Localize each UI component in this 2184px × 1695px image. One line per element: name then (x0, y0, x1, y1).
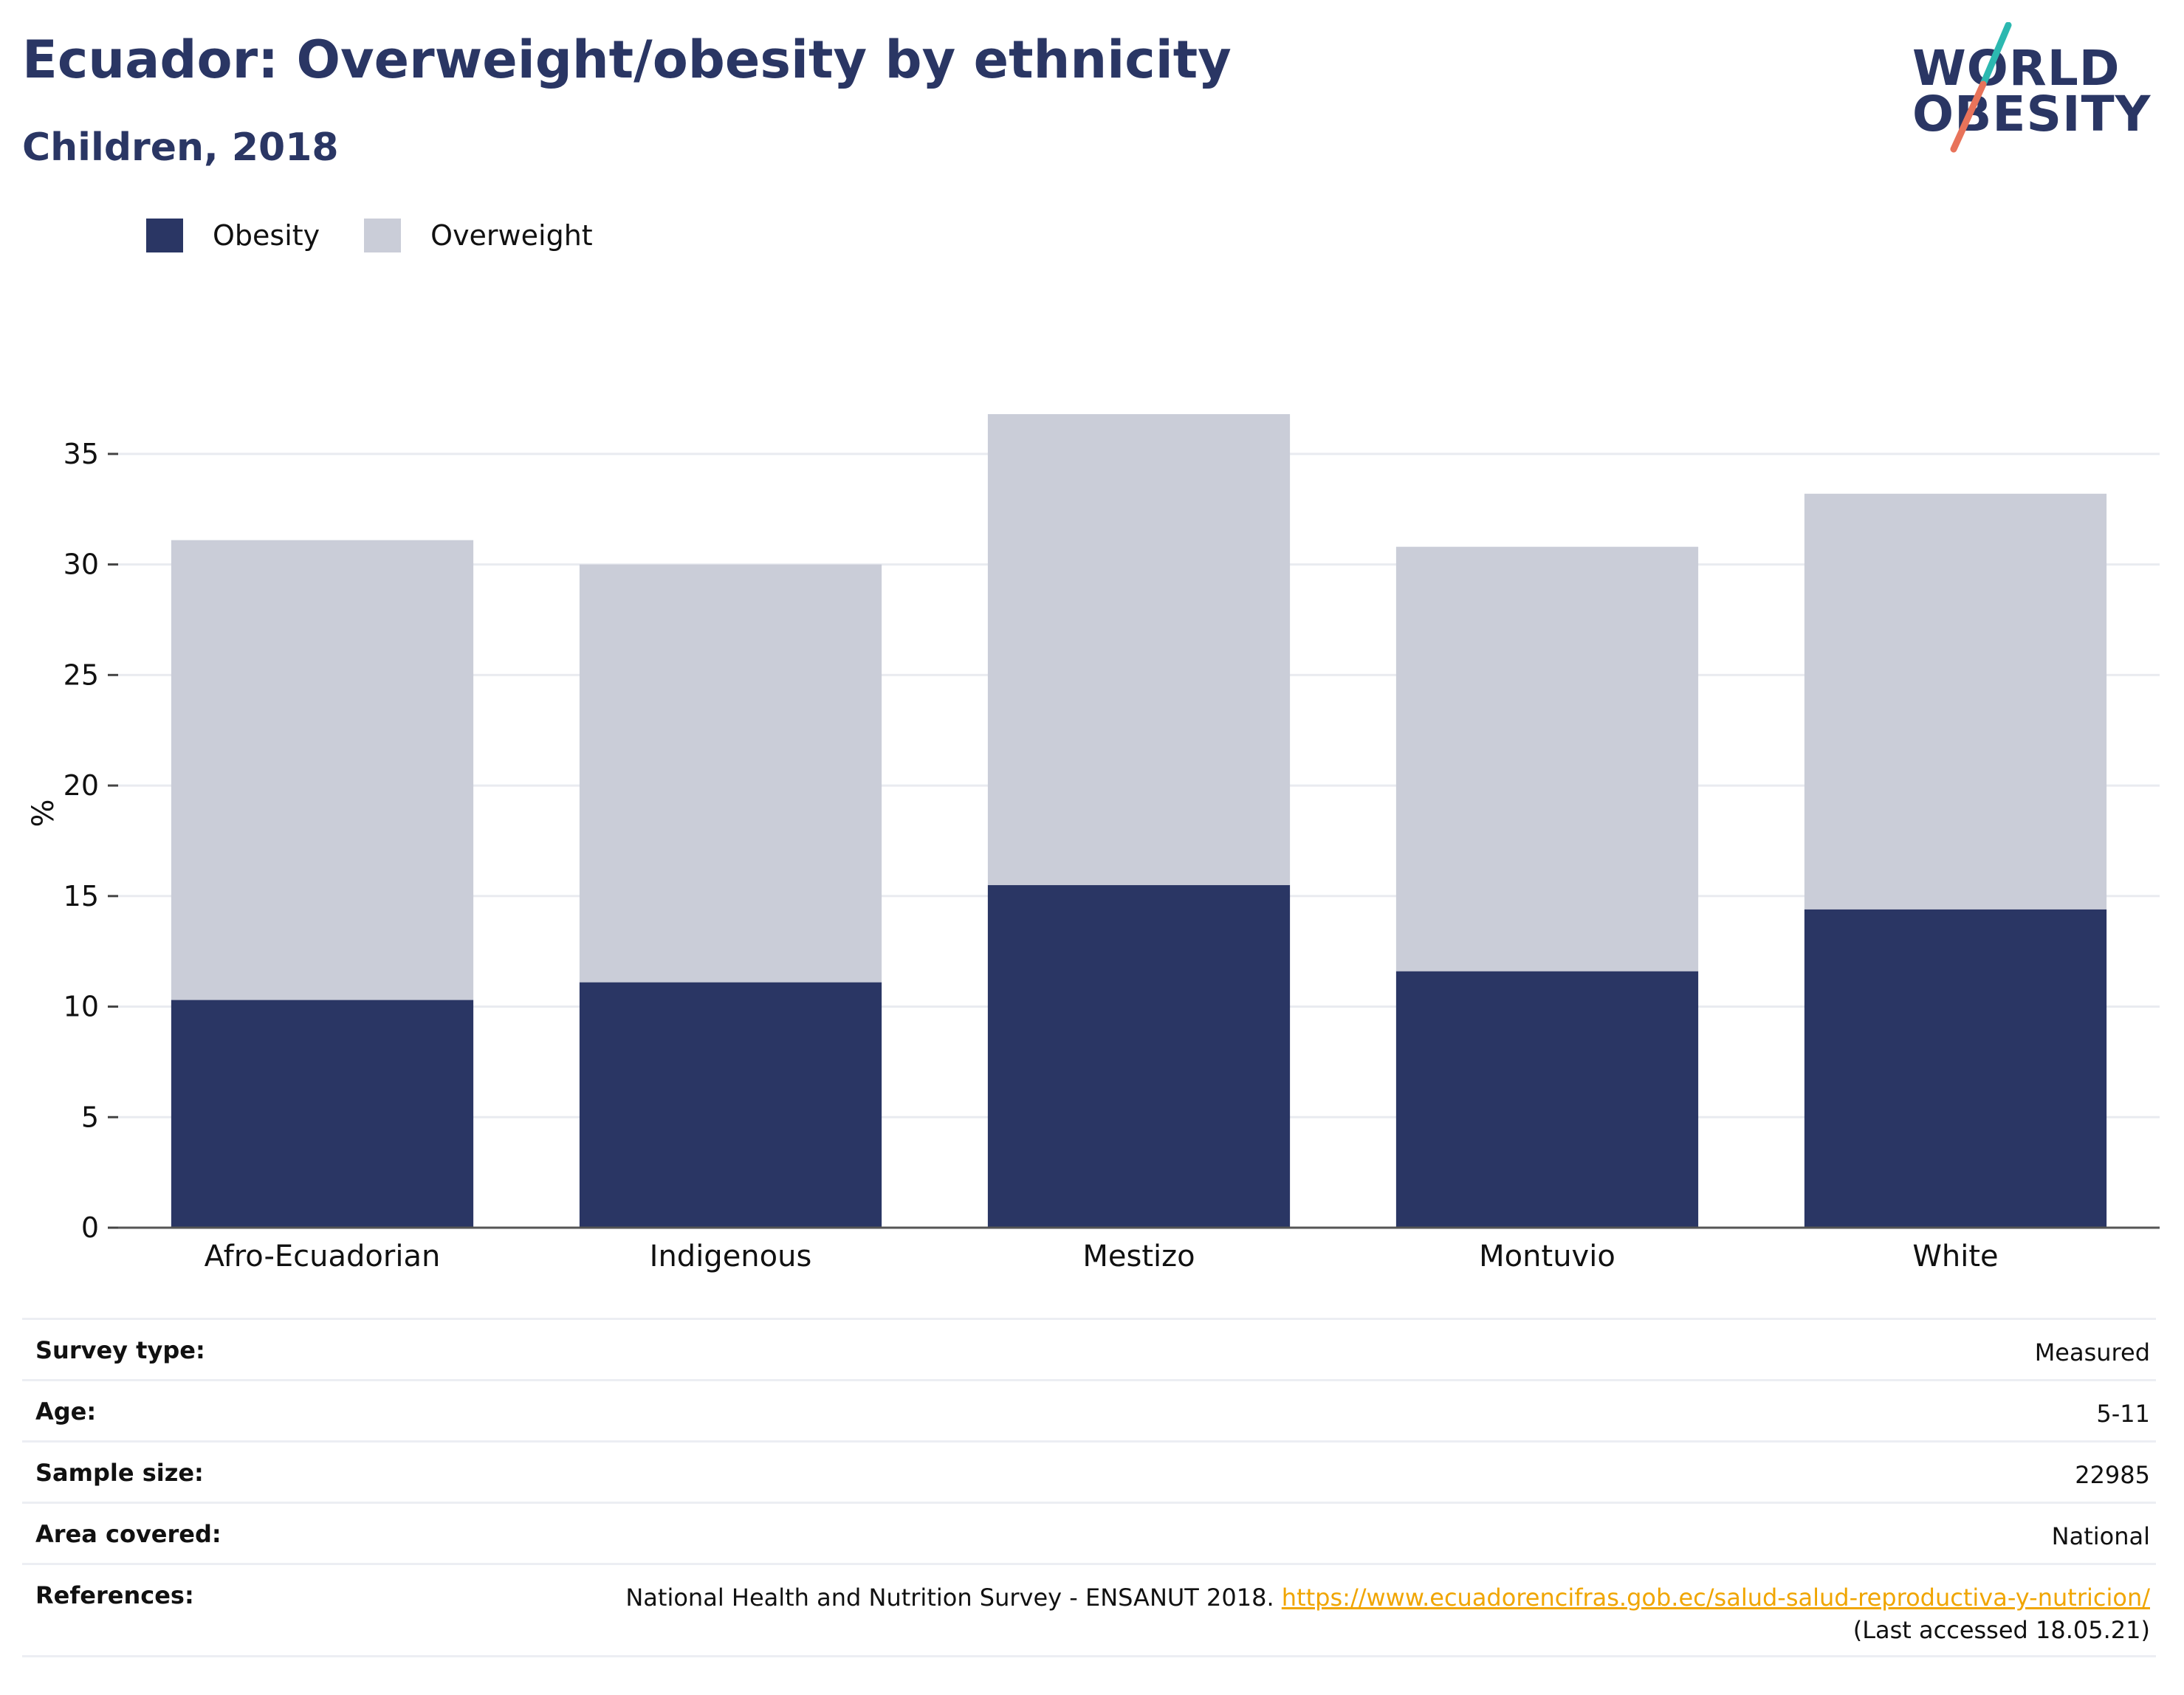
area-covered-label: Area covered: (35, 1520, 222, 1548)
info-row-references: References: National Health and Nutritio… (22, 1563, 2156, 1657)
bar-overweight-mestizo (987, 413, 1291, 885)
info-row-area-covered: Area covered: National (22, 1502, 2156, 1563)
y-tick-label: 35 (63, 438, 99, 470)
y-tick-label: 30 (63, 549, 99, 581)
survey-type-value: Measured (2034, 1338, 2150, 1366)
bar-chart: 0 5 10 15 20 25 30 35% Afro-Ecuadorian Indigenous… (27, 413, 2160, 1273)
logo-line-1: WORLD (1912, 40, 2121, 97)
logo-line-2: OBESITY (1912, 86, 2152, 142)
bar-obesity-mestizo (987, 884, 1291, 1228)
references-label: References: (35, 1581, 194, 1609)
chart-subtitle: Children, 2018 (22, 126, 339, 170)
bar-obesity-montuvio (1395, 971, 1699, 1228)
area-covered-value: National (2051, 1522, 2150, 1550)
y-tick-label: 10 (63, 991, 99, 1023)
x-tick-label: Montuvio (1479, 1240, 1615, 1273)
bar-obesity-afro-ecuadorian (171, 1000, 474, 1228)
references-text: National Health and Nutrition Survey - E… (625, 1584, 1274, 1612)
age-label: Age: (35, 1397, 97, 1426)
legend: Obesity Overweight (146, 219, 637, 252)
references-value: National Health and Nutrition Survey - E… (625, 1581, 2150, 1646)
info-row-age: Age: 5-11 (22, 1379, 2156, 1440)
info-row-survey-type: Survey type: Measured (22, 1318, 2156, 1379)
references-link[interactable]: https://www.ecuadorencifras.gob.ec/salud… (1281, 1584, 2150, 1612)
y-tick-label: 15 (63, 880, 99, 912)
sample-size-value: 22985 (2075, 1461, 2150, 1489)
bar-overweight-white (1804, 493, 2107, 910)
y-axis-label: % (27, 799, 61, 827)
references-accessed: (Last accessed 18.05.21) (1852, 1616, 2150, 1644)
legend-item-overweight: Overweight (364, 219, 593, 252)
legend-swatch-obesity (146, 219, 183, 252)
legend-swatch-overweight (364, 219, 402, 252)
bar-overweight-indigenous (579, 564, 882, 983)
survey-info-table: Survey type: Measured Age: 5-11 Sample s… (22, 1318, 2156, 1657)
legend-label-obesity: Obesity (213, 219, 320, 252)
legend-label-overweight: Overweight (430, 219, 593, 252)
x-tick-label: Indigenous (650, 1240, 812, 1273)
chart-title: Ecuador: Overweight/obesity by ethnicity (22, 30, 1232, 90)
y-tick-label: 25 (63, 659, 99, 691)
age-value: 5-11 (2096, 1400, 2150, 1428)
y-tick-label: 20 (63, 769, 99, 802)
world-obesity-logo: WORLD OBESITY (1912, 22, 2178, 155)
x-tick-label: White (1912, 1240, 1998, 1273)
legend-item-obesity: Obesity (146, 219, 320, 252)
survey-type-label: Survey type: (35, 1336, 205, 1364)
bar-overweight-montuvio (1395, 546, 1699, 972)
sample-size-label: Sample size: (35, 1459, 204, 1487)
bar-obesity-white (1804, 909, 2107, 1228)
bar-obesity-indigenous (579, 982, 882, 1228)
y-tick-label: 5 (81, 1101, 99, 1133)
x-tick-label: Afro-Ecuadorian (205, 1240, 441, 1273)
y-tick-label: 0 (81, 1211, 99, 1244)
info-row-sample-size: Sample size: 22985 (22, 1440, 2156, 1502)
x-tick-label: Mestizo (1082, 1240, 1195, 1273)
logo-slash-icon (1950, 22, 2012, 153)
bar-overweight-afro-ecuadorian (171, 540, 474, 1000)
